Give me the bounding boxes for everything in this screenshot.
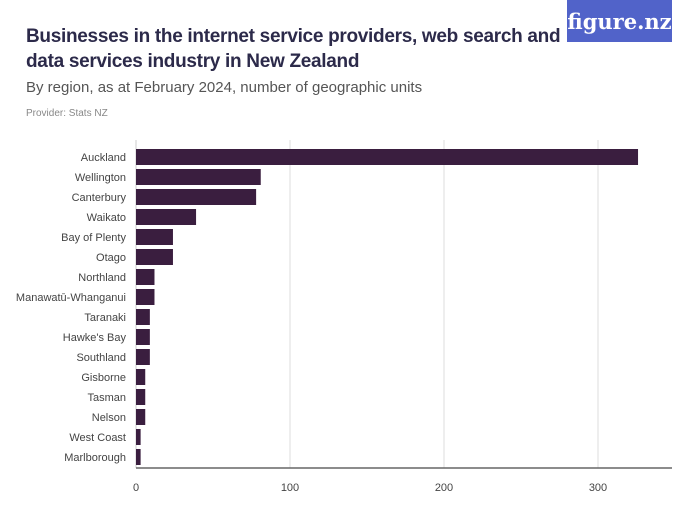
bar-marlborough	[136, 449, 141, 465]
category-label: Tasman	[87, 392, 126, 404]
bar-wellington	[136, 169, 261, 185]
category-label: Southland	[76, 352, 126, 364]
category-label: West Coast	[69, 432, 126, 444]
category-label: Canterbury	[72, 192, 127, 204]
category-label: Otago	[96, 252, 126, 264]
category-label: Hawke's Bay	[63, 332, 127, 344]
bar-northland	[136, 269, 155, 285]
x-tick-label: 200	[435, 482, 453, 494]
bar-nelson	[136, 409, 146, 425]
bar-auckland	[136, 149, 639, 165]
bar-gisborne	[136, 369, 146, 385]
category-label: Waikato	[87, 212, 126, 224]
category-label: Bay of Plenty	[61, 232, 126, 244]
chart-subtitle: By region, as at February 2024, number o…	[26, 79, 423, 96]
figure-nz-logo[interactable]: figure.nz	[567, 0, 672, 42]
category-label: Auckland	[81, 152, 126, 164]
category-label: Marlborough	[64, 452, 126, 464]
x-tick-label: 0	[133, 482, 139, 494]
bar-canterbury	[136, 189, 257, 205]
bar-manawat-whanganui	[136, 289, 155, 305]
x-tick-label: 100	[281, 482, 299, 494]
category-label: Gisborne	[81, 372, 126, 384]
bar-otago	[136, 249, 173, 265]
provider-label: Provider: Stats NZ	[26, 108, 108, 119]
bar-west-coast	[136, 429, 141, 445]
category-label: Wellington	[75, 172, 126, 184]
category-label: Northland	[78, 272, 126, 284]
category-label: Manawatū-Whanganui	[16, 292, 126, 304]
chart-title: Businesses in the internet service provi…	[26, 26, 561, 72]
category-label: Taranaki	[84, 312, 126, 324]
x-tick-label: 300	[589, 482, 607, 494]
bar-southland	[136, 349, 150, 365]
bar-taranaki	[136, 309, 150, 325]
category-label: Nelson	[92, 412, 126, 424]
bar-bay-of-plenty	[136, 229, 173, 245]
bar-tasman	[136, 389, 146, 405]
bar-waikato	[136, 209, 197, 225]
bar-hawke-s-bay	[136, 329, 150, 345]
